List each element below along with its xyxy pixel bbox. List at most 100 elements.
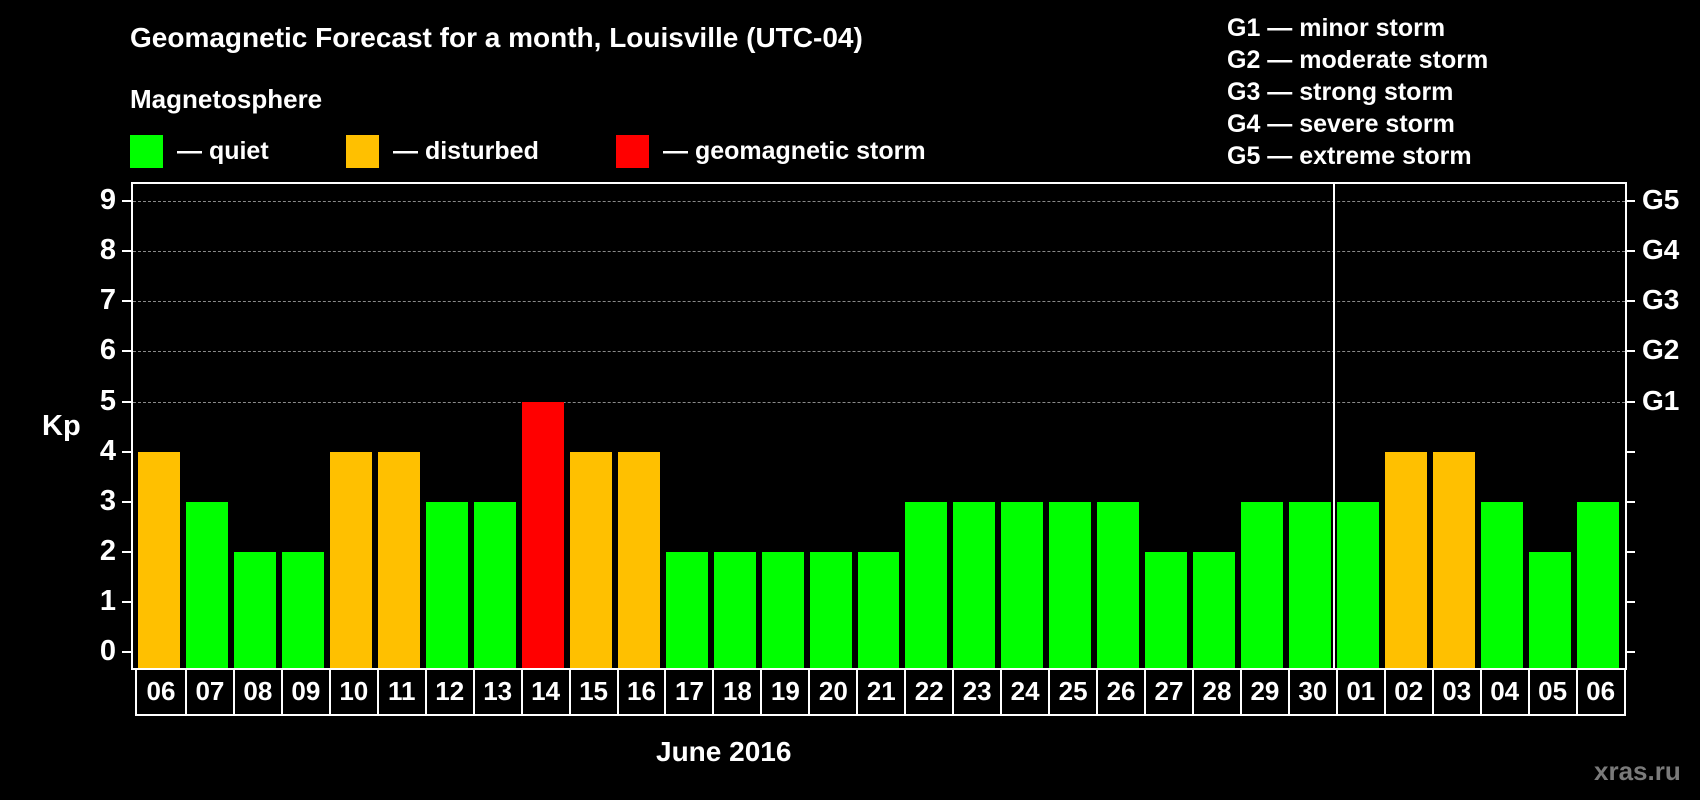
gridline bbox=[133, 251, 1625, 253]
chart-title: Geomagnetic Forecast for a month, Louisv… bbox=[130, 22, 863, 53]
bar-quiet bbox=[425, 501, 468, 668]
bar-quiet bbox=[1241, 501, 1284, 668]
bar-disturbed bbox=[1433, 451, 1476, 668]
day-label: 25 bbox=[1048, 668, 1096, 714]
y-tick-label: 3 bbox=[99, 484, 116, 517]
day-label: 13 bbox=[472, 668, 521, 714]
storm-swatch bbox=[616, 134, 649, 168]
bar-quiet bbox=[1529, 551, 1572, 668]
bar-quiet bbox=[233, 551, 276, 668]
bar-disturbed bbox=[1385, 451, 1428, 668]
gridline bbox=[133, 301, 1625, 303]
day-label: 15 bbox=[568, 668, 617, 714]
day-label: 01 bbox=[1335, 668, 1384, 714]
day-label: 04 bbox=[1479, 668, 1528, 714]
day-label: 21 bbox=[856, 668, 904, 714]
g-level-label: G1 bbox=[1642, 384, 1680, 416]
y-tick bbox=[122, 550, 131, 553]
day-label: 10 bbox=[328, 668, 377, 714]
y-tick-label: 2 bbox=[99, 534, 116, 567]
bar-disturbed bbox=[569, 451, 612, 668]
bar-quiet bbox=[1097, 501, 1140, 668]
bar-quiet bbox=[1049, 501, 1092, 668]
day-label: 26 bbox=[1096, 668, 1144, 714]
y-tick-label: 8 bbox=[99, 234, 116, 267]
bar-quiet bbox=[953, 501, 996, 668]
right-tick bbox=[1626, 400, 1635, 403]
bar-quiet bbox=[1289, 501, 1332, 668]
bar-quiet bbox=[1337, 501, 1380, 668]
day-label: 08 bbox=[232, 668, 281, 714]
plot-area bbox=[131, 182, 1627, 670]
bar-quiet bbox=[185, 501, 228, 668]
y-tick-label: 0 bbox=[99, 635, 116, 667]
bar-quiet bbox=[281, 551, 324, 668]
y-tick bbox=[122, 200, 131, 203]
right-tick bbox=[1626, 450, 1635, 453]
right-tick bbox=[1626, 350, 1635, 353]
right-tick bbox=[1626, 550, 1635, 553]
gridline bbox=[133, 351, 1625, 353]
x-axis-label: June 2016 bbox=[656, 736, 792, 767]
day-label: 27 bbox=[1144, 668, 1192, 714]
day-label: 18 bbox=[712, 668, 760, 714]
day-label: 05 bbox=[1527, 668, 1576, 714]
day-label: 20 bbox=[808, 668, 856, 714]
y-tick bbox=[122, 250, 131, 253]
month-separator bbox=[1333, 184, 1336, 668]
bar-quiet bbox=[713, 551, 756, 668]
right-tick bbox=[1626, 200, 1635, 203]
day-label: 02 bbox=[1383, 668, 1432, 714]
g-scale-item: G4 — severe storm bbox=[1227, 110, 1455, 138]
y-tick-label: 5 bbox=[99, 384, 116, 417]
y-tick bbox=[122, 300, 131, 303]
bar-quiet bbox=[1001, 501, 1044, 668]
legend-label: — disturbed bbox=[393, 136, 539, 165]
y-tick bbox=[122, 450, 131, 453]
day-label: 22 bbox=[904, 668, 952, 714]
right-tick bbox=[1626, 300, 1635, 303]
g-level-label: G3 bbox=[1642, 284, 1680, 316]
bar-quiet bbox=[1193, 551, 1236, 668]
bar-quiet bbox=[857, 551, 900, 668]
legend-label: — geomagnetic storm bbox=[663, 136, 926, 165]
bar-disturbed bbox=[617, 451, 660, 668]
bar-storm bbox=[521, 401, 564, 668]
day-label: 28 bbox=[1191, 668, 1240, 714]
g-level-label: G5 bbox=[1642, 184, 1680, 216]
day-label: 19 bbox=[760, 668, 808, 714]
bar-disturbed bbox=[329, 451, 372, 668]
legend-label: — quiet bbox=[177, 136, 269, 165]
bar-quiet bbox=[761, 551, 804, 668]
bar-quiet bbox=[1577, 501, 1619, 668]
bar-quiet bbox=[905, 501, 948, 668]
gridline bbox=[133, 201, 1625, 203]
day-label: 30 bbox=[1287, 668, 1336, 714]
day-label: 06 bbox=[1575, 668, 1624, 714]
day-label: 24 bbox=[1000, 668, 1048, 714]
y-tick bbox=[122, 600, 131, 603]
day-label: 03 bbox=[1431, 668, 1480, 714]
g-level-label: G2 bbox=[1642, 334, 1680, 366]
legend-item-disturbed: — disturbed bbox=[346, 134, 539, 168]
day-label: 12 bbox=[424, 668, 473, 714]
bar-quiet bbox=[473, 501, 516, 668]
day-label: 11 bbox=[376, 668, 425, 714]
right-tick bbox=[1626, 250, 1635, 253]
y-axis-label: Kp bbox=[42, 410, 81, 442]
g-scale-item: G5 — extreme storm bbox=[1227, 142, 1472, 170]
g-level-label: G4 bbox=[1642, 234, 1680, 266]
day-label: 16 bbox=[616, 668, 665, 714]
y-tick bbox=[122, 350, 131, 353]
g-scale-legend: G1 — minor storm G2 — moderate storm G3 … bbox=[1227, 12, 1488, 172]
y-tick bbox=[122, 500, 131, 503]
y-tick-label: 7 bbox=[99, 284, 116, 317]
g-scale-item: G3 — strong storm bbox=[1227, 78, 1454, 106]
y-tick-label: 4 bbox=[99, 434, 116, 467]
bar-quiet bbox=[1481, 501, 1524, 668]
quiet-swatch bbox=[130, 134, 163, 168]
bar-quiet bbox=[1145, 551, 1188, 668]
y-tick-label: 6 bbox=[99, 334, 116, 367]
legend-item-quiet: — quiet bbox=[130, 134, 269, 168]
bar-disturbed bbox=[138, 451, 180, 668]
